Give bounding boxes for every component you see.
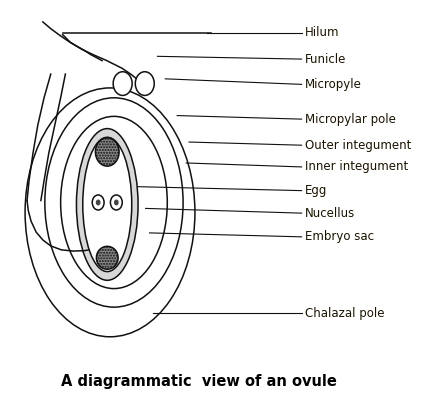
Text: Funicle: Funicle	[305, 53, 346, 66]
Text: Micropyle: Micropyle	[305, 78, 362, 91]
Text: Outer integument: Outer integument	[305, 139, 411, 152]
Ellipse shape	[60, 116, 167, 289]
Ellipse shape	[96, 246, 118, 269]
Ellipse shape	[96, 138, 119, 166]
Ellipse shape	[83, 137, 132, 271]
Ellipse shape	[113, 72, 132, 95]
Text: Embryo sac: Embryo sac	[305, 230, 374, 243]
Text: A diagrammatic  view of an ovule: A diagrammatic view of an ovule	[61, 374, 337, 389]
Ellipse shape	[135, 72, 154, 95]
Ellipse shape	[77, 129, 138, 280]
Ellipse shape	[110, 195, 122, 210]
Ellipse shape	[45, 98, 183, 307]
Ellipse shape	[114, 200, 119, 205]
Ellipse shape	[25, 88, 195, 337]
Text: Micropylar pole: Micropylar pole	[305, 113, 396, 126]
Text: Inner integument: Inner integument	[305, 160, 408, 173]
Text: Chalazal pole: Chalazal pole	[305, 307, 384, 320]
Text: Nucellus: Nucellus	[305, 207, 355, 220]
Ellipse shape	[92, 195, 104, 210]
Ellipse shape	[96, 200, 101, 205]
Text: Egg: Egg	[305, 184, 327, 197]
Text: Hilum: Hilum	[305, 26, 339, 39]
